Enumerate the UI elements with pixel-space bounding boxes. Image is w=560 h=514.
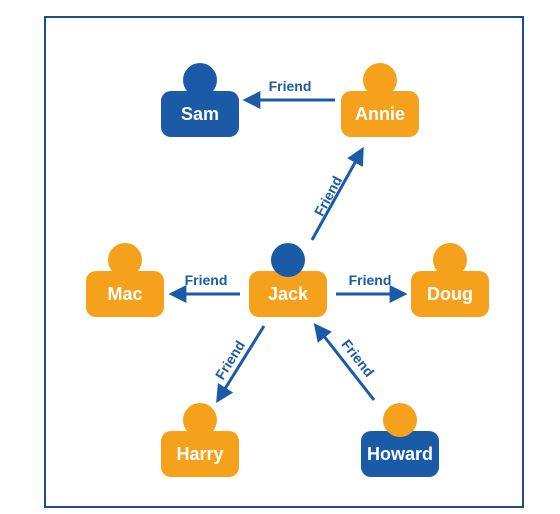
person-label: Doug	[427, 284, 473, 305]
person-harry: Harry	[161, 403, 239, 477]
person-head-icon	[183, 63, 217, 97]
person-label: Mac	[107, 284, 142, 305]
person-body: Annie	[341, 91, 419, 137]
person-head-icon	[383, 403, 417, 437]
person-head-icon	[433, 243, 467, 277]
person-head-icon	[108, 243, 142, 277]
person-label: Howard	[367, 444, 433, 465]
person-sam: Sam	[161, 63, 239, 137]
diagram-stage: FriendFriendFriendFriendFriendFriendSamA…	[0, 0, 560, 514]
person-jack: Jack	[249, 243, 327, 317]
person-doug: Doug	[411, 243, 489, 317]
person-body: Sam	[161, 91, 239, 137]
person-label: Jack	[268, 284, 308, 305]
person-head-icon	[363, 63, 397, 97]
person-body: Mac	[86, 271, 164, 317]
person-label: Harry	[176, 444, 223, 465]
person-body: Jack	[249, 271, 327, 317]
person-label: Annie	[355, 104, 405, 125]
person-body: Doug	[411, 271, 489, 317]
person-body: Howard	[361, 431, 439, 477]
person-annie: Annie	[341, 63, 419, 137]
person-mac: Mac	[86, 243, 164, 317]
person-body: Harry	[161, 431, 239, 477]
person-head-icon	[183, 403, 217, 437]
person-label: Sam	[181, 104, 219, 125]
person-head-icon	[271, 243, 305, 277]
person-howard: Howard	[361, 403, 439, 477]
